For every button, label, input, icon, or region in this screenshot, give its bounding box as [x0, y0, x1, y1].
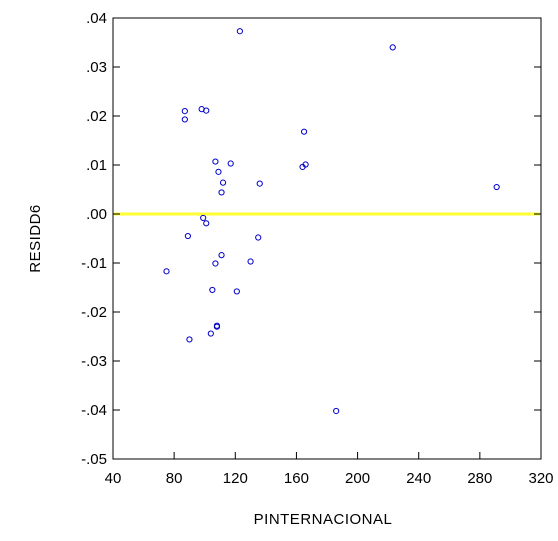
x-tick-label: 120: [223, 470, 248, 487]
x-tick-label: 320: [528, 470, 553, 487]
data-point: [203, 220, 210, 227]
data-point: [207, 330, 214, 337]
data-point: [209, 286, 216, 294]
data-point: [256, 180, 263, 187]
x-tick-label: 280: [467, 470, 492, 487]
data-point: [215, 168, 222, 175]
y-tick-label: .00: [86, 206, 107, 223]
data-point: [255, 234, 262, 241]
x-tick-label: 80: [166, 470, 183, 487]
y-tick-label: -.01: [81, 255, 107, 272]
data-point: [333, 407, 340, 415]
y-tick-label: .02: [86, 108, 107, 125]
data-point: [493, 183, 500, 191]
data-point: [200, 214, 207, 222]
data-point: [236, 28, 243, 35]
y-axis-label: RESIDD6: [27, 204, 44, 273]
data-point: [219, 179, 227, 186]
data-point: [302, 161, 309, 168]
data-point: [203, 107, 210, 114]
data-point: [247, 258, 254, 265]
data-point: [212, 260, 219, 267]
data-point: [218, 189, 225, 196]
plot-area: .04 .03 .02 .01 .00 -.01 -.02 -.03 -.04 -.05 40 80 1…: [81, 10, 553, 487]
data-point: [181, 108, 188, 115]
y-tick-label: -.04: [81, 402, 107, 419]
data-point: [389, 44, 396, 51]
data-point: [233, 288, 240, 295]
data-point: [212, 158, 219, 165]
plot-frame: [112, 17, 542, 460]
x-axis-label: PINTERNACIONAL: [254, 511, 393, 528]
data-point: [186, 336, 193, 343]
x-tick-label: 200: [345, 470, 370, 487]
data-point: [227, 160, 234, 167]
data-point: [163, 268, 170, 275]
x-tick-label: 160: [284, 470, 309, 487]
y-tick-label: -.03: [81, 353, 107, 370]
data-point: [184, 232, 191, 240]
x-tick-label: 40: [105, 470, 122, 487]
data-point: [300, 128, 308, 135]
data-point: [218, 252, 225, 259]
y-tick-label: -.05: [81, 451, 107, 468]
data-point: [181, 116, 188, 123]
data-point: [213, 323, 221, 330]
y-tick-label: .01: [86, 157, 107, 174]
y-tick-label: .03: [86, 59, 107, 76]
x-tick-label: 240: [406, 470, 431, 487]
y-tick-label: .04: [86, 10, 107, 27]
y-tick-label: -.02: [81, 304, 107, 321]
